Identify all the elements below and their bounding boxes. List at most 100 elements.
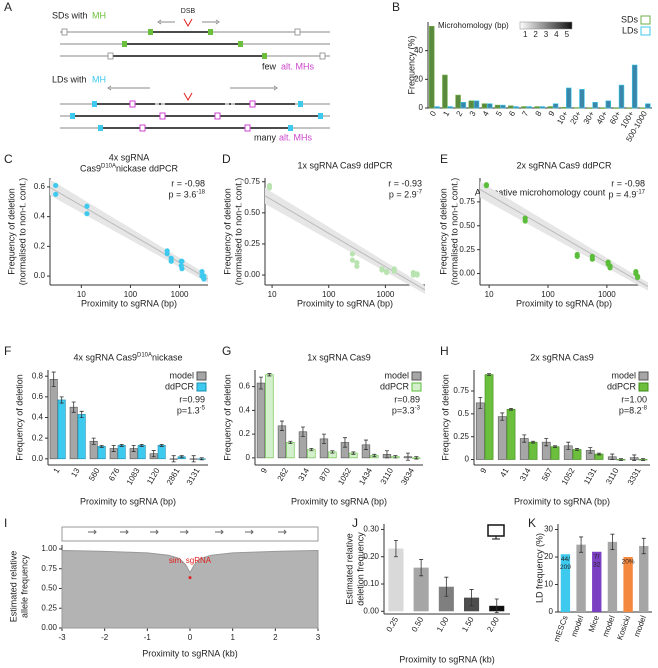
y-tick-label: 0.6 — [239, 382, 251, 391]
legend-label: SDs — [621, 14, 639, 24]
chart-title: 1x sgRNA Cas9 ddPCR — [297, 160, 393, 170]
x-tick-label: 4 — [481, 109, 491, 118]
error-bar — [71, 401, 76, 413]
error-bar — [267, 373, 272, 377]
bar — [579, 89, 585, 109]
x-tick-label: model — [569, 614, 585, 638]
y-tick-label: 0.2 — [32, 433, 44, 442]
bar — [573, 107, 580, 109]
bar — [521, 106, 527, 109]
y-tick-label: 40 — [414, 46, 423, 55]
error-bar — [579, 536, 584, 553]
chart-title: 4x sgRNA — [109, 152, 150, 162]
chart-title: D10A — [137, 353, 152, 359]
x-tick-label: 7 — [520, 109, 530, 118]
x-tick-label: 3110 — [604, 466, 621, 486]
x-tick-label: 8 — [534, 109, 544, 118]
sgrna-arrows — [88, 529, 287, 535]
error-bar — [575, 448, 580, 451]
x-axis-label: Proximity to sgRNA (kb) — [399, 654, 495, 664]
error-bar — [179, 455, 184, 459]
bar — [645, 103, 651, 109]
stat-r: r=1.00 — [621, 394, 647, 404]
y-tick-label: 0.50 — [244, 208, 260, 217]
y-tick-label: 0.5 — [458, 409, 470, 418]
y-tick-label: 0 — [465, 455, 470, 464]
bar — [587, 107, 593, 109]
mh-site — [298, 101, 303, 107]
mh-site — [208, 29, 213, 35]
y-axis-label: Estimated relative — [344, 533, 354, 605]
dsb-mark — [183, 18, 193, 28]
site — [61, 28, 68, 36]
y-tick-label: 20 — [544, 552, 553, 561]
stat-p: -7 — [417, 190, 423, 196]
alt-mh-site — [214, 112, 221, 120]
bar — [605, 100, 612, 109]
error-bar — [309, 447, 314, 452]
bar — [607, 541, 618, 612]
point — [201, 273, 207, 279]
error-bar — [414, 456, 419, 460]
legend-swatch — [411, 382, 422, 392]
error-bar — [619, 458, 624, 461]
y-tick-label: 0.8 — [32, 371, 44, 380]
bar — [631, 64, 638, 109]
x-tick-label: 1120 — [145, 466, 162, 486]
x-axis-label: Proximity to sgRNA (kb) — [142, 648, 238, 658]
error-bar — [131, 444, 136, 452]
bar — [286, 442, 295, 459]
error-bar — [91, 437, 96, 445]
y-tick-label: 0.25 — [244, 239, 260, 248]
error-bar — [99, 444, 104, 448]
bar — [626, 107, 633, 109]
bar — [486, 103, 493, 109]
point — [266, 185, 273, 191]
point — [164, 251, 170, 257]
sd-mh: MH — [92, 10, 106, 20]
stat-p: -5 — [200, 406, 206, 412]
x-tick-label: 1000 — [171, 290, 189, 299]
x-tick-label: 2.00 — [485, 615, 501, 633]
mh-site — [148, 29, 153, 35]
chart-subtitle: Cas9 — [80, 163, 101, 173]
panel-label: G — [222, 344, 231, 358]
y-tick-label: 10 — [544, 580, 553, 589]
stat-r: r=0.89 — [394, 394, 420, 404]
mh-site — [98, 125, 103, 131]
bar — [481, 103, 488, 109]
bar — [552, 103, 559, 109]
bar — [592, 101, 598, 109]
point — [349, 251, 356, 257]
site — [294, 28, 301, 36]
error-bar — [444, 576, 449, 597]
point — [384, 269, 390, 276]
error-bar — [393, 455, 398, 459]
bar — [117, 445, 126, 460]
fit-line — [479, 189, 649, 288]
panel-label: J — [352, 516, 358, 530]
bar — [438, 586, 454, 612]
bar — [560, 554, 571, 612]
y-axis-label: Frequency of deletion — [6, 188, 16, 275]
bar — [576, 544, 586, 612]
error-bar — [553, 445, 558, 449]
x-tick-label: 10 — [77, 290, 86, 299]
point — [391, 268, 397, 274]
legend-label: ddPCR — [607, 381, 637, 391]
x-tick-label: model — [601, 614, 617, 638]
x-tick-label: 100 — [124, 290, 138, 299]
legend-swatch — [640, 15, 651, 25]
x-tick-label: 1 — [230, 633, 235, 642]
y-axis-label: Frequency of deletion — [440, 374, 450, 461]
stat-p: -8 — [642, 406, 648, 412]
x-tick-label: 0.25 — [385, 615, 401, 633]
x-tick-label: 2 — [454, 109, 464, 118]
x-axis-label: Alternative microhomology count — [475, 187, 606, 197]
bar — [560, 106, 567, 109]
bar — [460, 101, 467, 109]
alt-mh-site — [249, 100, 256, 108]
bar — [429, 25, 435, 109]
error-bar — [509, 407, 514, 411]
chart-title: 1x sgRNA Cas9 — [307, 352, 371, 362]
